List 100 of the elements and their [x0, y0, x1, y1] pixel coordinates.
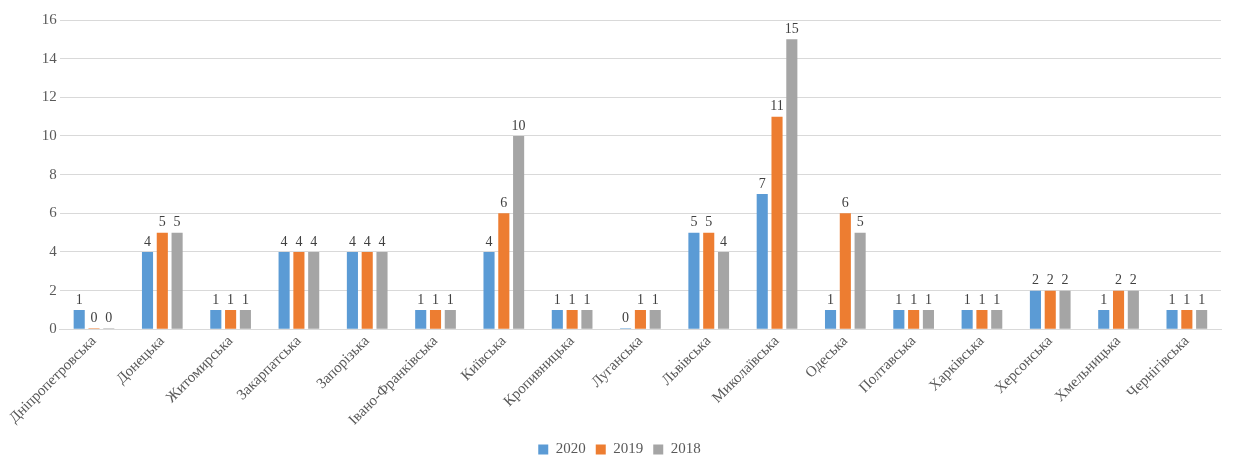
bar	[786, 39, 798, 329]
data-label: 1	[963, 291, 971, 307]
data-label: 1	[827, 291, 835, 307]
data-label: 5	[705, 214, 713, 230]
data-label: 4	[144, 233, 151, 249]
data-label: 11	[770, 98, 784, 114]
bar	[444, 309, 456, 329]
bar	[293, 251, 305, 329]
bar	[429, 309, 442, 329]
data-label: 1	[75, 291, 83, 307]
data-label: 4	[280, 233, 288, 249]
data-label: 1	[1168, 291, 1176, 307]
data-label: 1	[432, 291, 440, 307]
y-tick-label: 2	[49, 281, 57, 298]
data-label: 2	[1046, 272, 1054, 288]
data-label: 15	[784, 21, 799, 36]
data-label: 1	[924, 291, 932, 307]
data-label: 1	[895, 291, 903, 307]
bar	[156, 232, 168, 329]
bar	[581, 309, 593, 329]
bar	[922, 309, 934, 329]
data-label: 5	[690, 214, 698, 230]
data-label: 0	[622, 309, 630, 325]
data-label: 1	[1183, 291, 1191, 307]
bar	[961, 309, 973, 329]
y-tick-label: 10	[41, 126, 57, 143]
data-label: 0	[90, 309, 98, 325]
bar	[346, 251, 358, 329]
bar	[376, 251, 388, 329]
bar	[278, 251, 290, 329]
bar	[1196, 309, 1208, 329]
data-label: 2	[1115, 272, 1123, 288]
bar	[73, 309, 85, 329]
data-label: 1	[568, 291, 576, 307]
data-label: 4	[348, 233, 356, 249]
data-label: 2	[1129, 272, 1137, 288]
data-label: 1	[212, 291, 220, 307]
bar	[824, 309, 837, 329]
bar	[839, 213, 851, 329]
data-label: 1	[978, 291, 986, 307]
bar	[688, 232, 700, 329]
bar	[171, 232, 183, 329]
data-label: 1	[553, 291, 561, 307]
data-label: 7	[758, 175, 766, 191]
bar	[1044, 290, 1056, 329]
bar	[634, 309, 646, 329]
data-label: 1	[583, 291, 591, 307]
data-label: 6	[841, 194, 849, 210]
y-tick-label: 12	[41, 88, 57, 105]
data-label: 2	[1061, 272, 1069, 288]
data-label: 10	[511, 117, 526, 133]
bar	[854, 232, 866, 329]
data-label: 5	[158, 214, 166, 230]
bar	[513, 135, 525, 329]
legend-label: 2019	[613, 440, 644, 457]
bar	[225, 309, 237, 329]
data-label: 1	[1198, 291, 1206, 307]
bar	[239, 309, 251, 329]
data-label: 4	[378, 233, 386, 249]
data-label: 4	[485, 233, 493, 249]
data-label: 5	[173, 214, 181, 230]
data-label: 6	[500, 194, 508, 210]
y-tick-label: 16	[41, 10, 58, 27]
bar	[210, 309, 222, 329]
bar	[361, 251, 373, 329]
legend-label: 2018	[670, 440, 701, 457]
bar	[649, 309, 661, 329]
data-label: 1	[651, 291, 659, 307]
data-label: 1	[417, 291, 425, 307]
data-label: 1	[446, 291, 454, 307]
bar	[483, 251, 495, 329]
bar	[1098, 309, 1110, 329]
bar	[756, 193, 768, 329]
bar	[908, 309, 920, 329]
bar	[1059, 290, 1071, 329]
bar	[498, 213, 510, 329]
bar	[893, 309, 905, 329]
data-label: 0	[105, 309, 113, 325]
data-label: 1	[241, 291, 249, 307]
bar	[1127, 290, 1139, 329]
data-label: 5	[856, 214, 864, 230]
y-tick-label: 8	[49, 165, 57, 182]
bar	[1166, 309, 1178, 329]
data-label: 4	[720, 233, 728, 249]
data-label: 4	[295, 233, 303, 249]
data-label: 1	[227, 291, 235, 307]
data-label: 1	[993, 291, 1001, 307]
bar	[703, 232, 715, 329]
legend-label: 2020	[555, 440, 586, 457]
bar	[415, 309, 427, 329]
bar	[1029, 290, 1041, 329]
bar	[717, 251, 730, 329]
data-label: 4	[363, 233, 371, 249]
bar	[308, 251, 320, 329]
y-tick-label: 6	[49, 204, 58, 221]
data-label: 2	[1031, 272, 1039, 288]
bar	[976, 309, 988, 329]
data-label: 1	[636, 291, 644, 307]
bar	[141, 251, 154, 329]
bar	[1181, 309, 1193, 329]
